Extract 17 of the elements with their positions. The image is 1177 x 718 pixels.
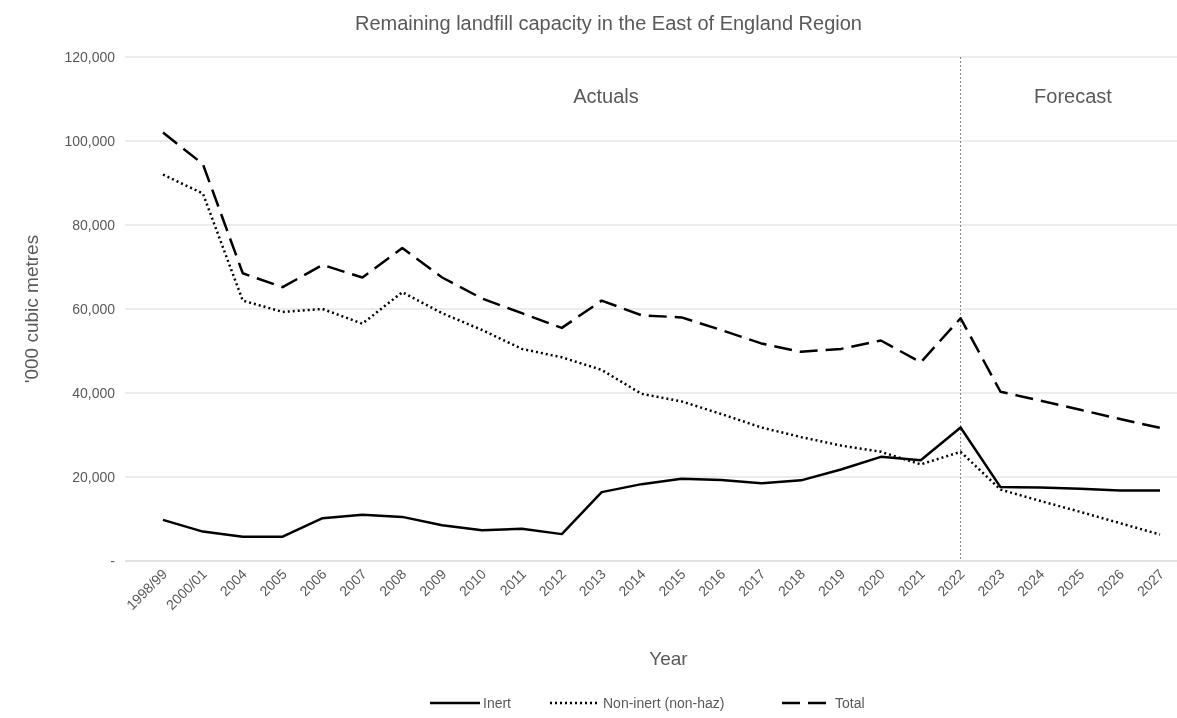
legend-label: Total [835,695,865,711]
y-tick-label: 60,000 [72,301,116,317]
y-axis-title: '000 cubic metres [21,234,42,384]
annotation: Actuals [573,85,639,107]
chart-title: Remaining landfill capacity in the East of England Region [355,12,862,34]
line-series [161,131,1162,430]
line-series [161,173,1162,536]
legend-label: Non-inert (non-haz) [603,695,725,711]
y-tick-label: 100,000 [64,133,116,149]
y-tick-label: 40,000 [72,385,116,401]
y-tick-label: - [110,553,116,569]
x-axis-title: Year [649,648,689,669]
annotation: Forecast [1034,85,1113,107]
y-tick-label: 20,000 [72,469,116,485]
y-tick-label: 120,000 [64,49,116,65]
legend-label: Inert [483,695,512,711]
y-tick-label: 80,000 [72,217,116,233]
